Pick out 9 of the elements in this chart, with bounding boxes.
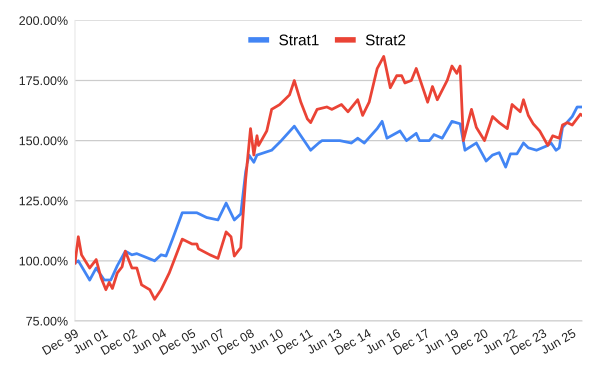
y-tick-label: 125.00% xyxy=(20,196,68,206)
y-tick-label: 75.00% xyxy=(26,316,68,326)
y-tick-label: 150.00% xyxy=(20,136,68,146)
legend-label: Strat1 xyxy=(279,34,319,46)
y-tick-label: 175.00% xyxy=(20,76,68,86)
line-series xyxy=(75,55,582,301)
y-tick-label: 200.00% xyxy=(19,16,68,26)
legend-label: Strat2 xyxy=(366,34,406,46)
y-tick-label: 100.00% xyxy=(20,256,68,266)
